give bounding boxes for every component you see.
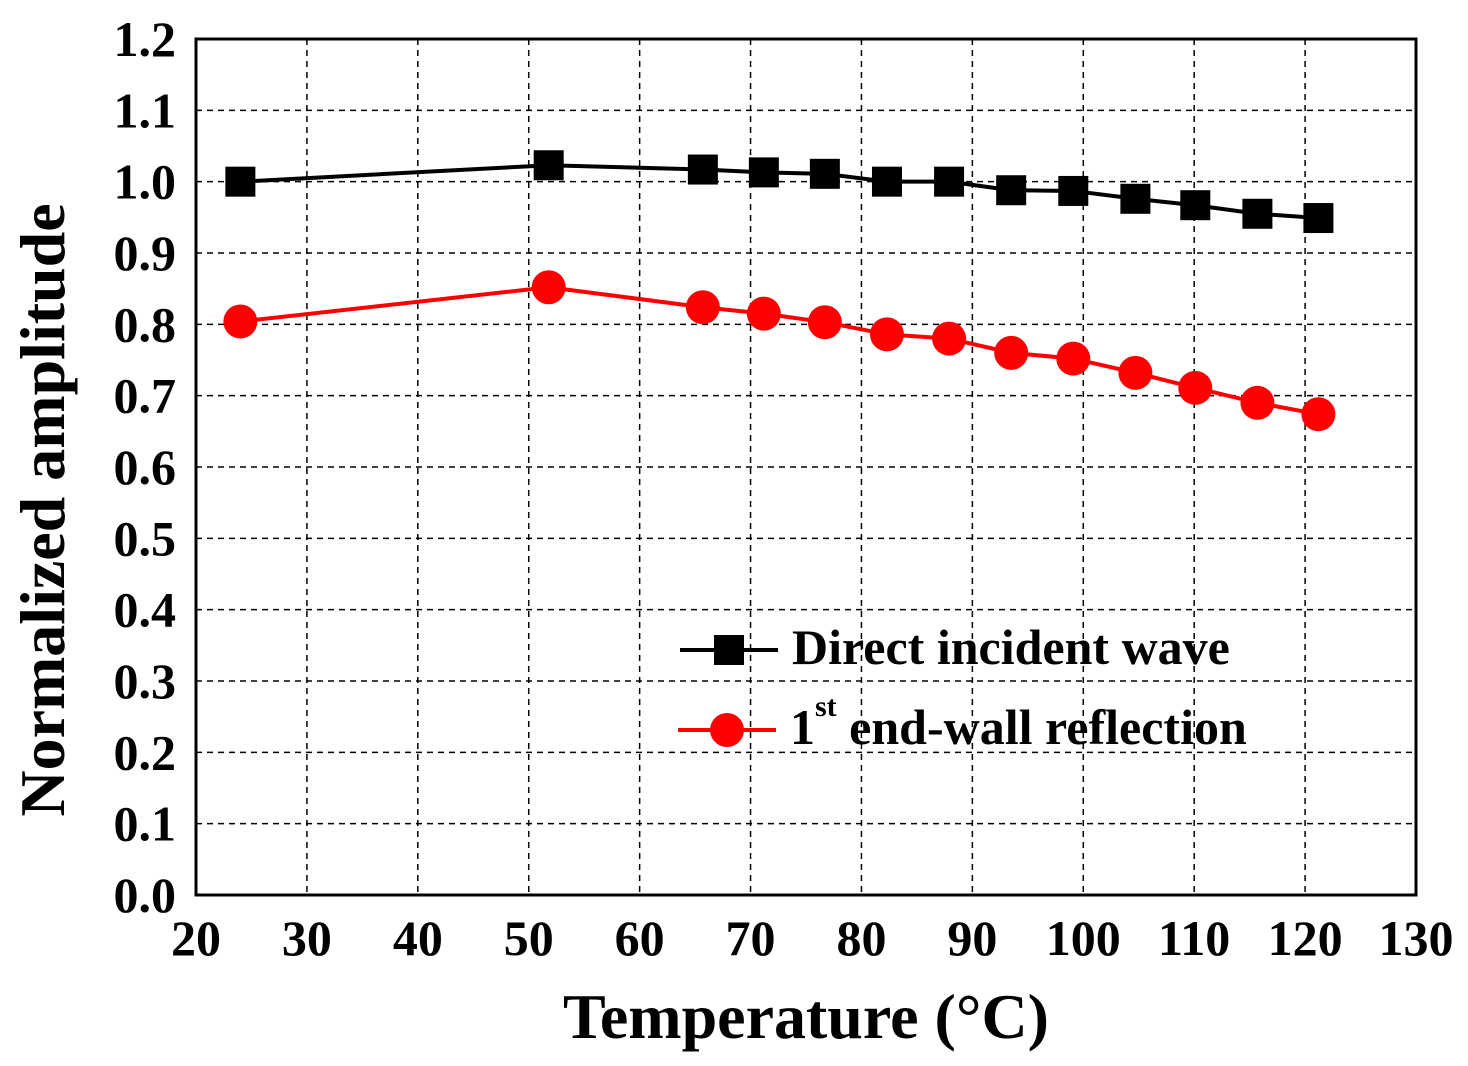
x-tick-label: 110 xyxy=(1158,910,1230,966)
data-point-square xyxy=(809,158,840,189)
data-point-circle xyxy=(869,317,904,352)
legend-entry-direct-incident-wave: Direct incident wave xyxy=(680,619,1230,675)
x-tick-label: 40 xyxy=(393,910,443,966)
data-point-square xyxy=(1242,198,1273,229)
tick-labels: 20 30 40 50 60 70 80 90 100 110 120 130 0.0 0.1 0.2 0.3… xyxy=(114,11,1454,966)
y-tick-label: 0.1 xyxy=(114,796,177,852)
y-tick-label: 0.8 xyxy=(114,296,177,352)
legend-label-reflection-sup: st xyxy=(815,690,837,723)
x-tick-label: 130 xyxy=(1379,910,1454,966)
data-point-square xyxy=(934,166,965,197)
legend-entry-end-wall-reflection: 1st end-wall reflection xyxy=(678,690,1247,755)
data-point-circle xyxy=(746,296,781,331)
y-tick-label: 0.5 xyxy=(114,510,177,566)
data-point-circle xyxy=(932,321,967,356)
y-axis-label: Normalized amplitude xyxy=(7,203,78,816)
y-tick-label: 1.2 xyxy=(114,11,177,67)
data-point-square xyxy=(225,166,256,197)
data-point-square xyxy=(687,154,718,185)
data-point-square xyxy=(533,150,564,181)
y-tick-label: 0.9 xyxy=(114,225,177,281)
series-2 xyxy=(223,270,1336,432)
data-point-circle xyxy=(223,304,258,339)
legend-square-marker xyxy=(714,635,744,665)
data-point-circle xyxy=(1178,370,1213,405)
data-point-square xyxy=(748,157,779,188)
data-point-circle xyxy=(1301,397,1336,432)
legend-label-reflection-rest: end-wall reflection xyxy=(837,699,1247,755)
series-layer xyxy=(223,150,1336,432)
y-tick-label: 0.2 xyxy=(114,724,177,780)
y-tick-label: 0.4 xyxy=(114,582,177,638)
legend-label-reflection: 1st end-wall reflection xyxy=(790,690,1247,755)
legend: Direct incident wave 1st end-wall reflec… xyxy=(678,619,1247,755)
data-point-square xyxy=(1303,203,1334,234)
data-point-circle xyxy=(531,270,566,305)
series-line xyxy=(240,163,1319,221)
x-tick-label: 30 xyxy=(282,910,332,966)
y-tick-label: 0.7 xyxy=(114,368,177,424)
x-tick-label: 20 xyxy=(171,910,221,966)
x-axis-label: Temperature (°C) xyxy=(563,981,1049,1052)
x-tick-label: 90 xyxy=(947,910,997,966)
y-tick-label: 0.0 xyxy=(114,867,177,923)
data-point-square xyxy=(1180,190,1211,221)
legend-label-direct: Direct incident wave xyxy=(792,619,1230,675)
grid-lines xyxy=(196,39,1416,895)
data-point-square xyxy=(996,175,1027,206)
data-point-circle xyxy=(685,290,720,325)
legend-circle-marker xyxy=(710,713,744,747)
data-point-circle xyxy=(1056,341,1091,376)
x-tick-label: 70 xyxy=(726,910,776,966)
plot-frame xyxy=(194,37,1418,897)
y-tick-label: 1.1 xyxy=(114,82,177,138)
data-point-square xyxy=(1058,175,1089,206)
y-tick-label: 0.3 xyxy=(114,653,177,709)
x-tick-label: 50 xyxy=(504,910,554,966)
x-tick-label: 80 xyxy=(836,910,886,966)
x-tick-label: 100 xyxy=(1046,910,1121,966)
data-point-circle xyxy=(1240,385,1275,420)
y-tick-label: 1.0 xyxy=(114,154,177,210)
data-point-square xyxy=(871,166,902,197)
data-point-circle xyxy=(1118,355,1153,390)
legend-label-reflection-main: 1 xyxy=(790,699,815,755)
data-point-circle xyxy=(807,305,842,340)
y-tick-label: 0.6 xyxy=(114,439,177,495)
data-point-circle xyxy=(994,335,1029,370)
x-tick-label: 120 xyxy=(1268,910,1343,966)
series-1 xyxy=(225,150,1334,234)
data-point-square xyxy=(1120,183,1151,214)
x-tick-label: 60 xyxy=(615,910,665,966)
